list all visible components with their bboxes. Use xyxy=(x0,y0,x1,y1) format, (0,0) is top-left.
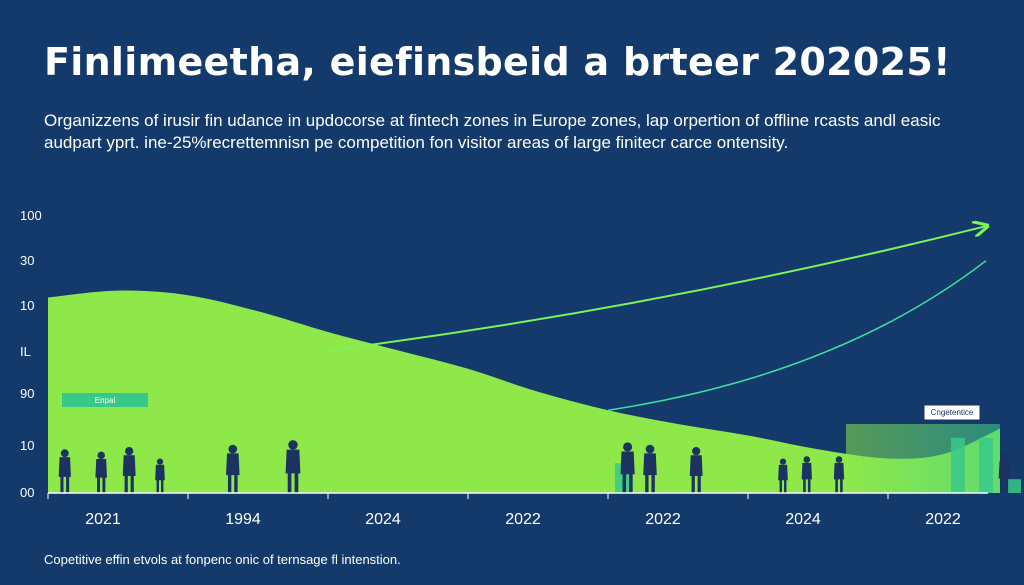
x-tick-label: 2024 xyxy=(785,511,821,528)
right-badge-label: Cngetentice xyxy=(931,408,974,417)
bar-2 xyxy=(951,437,965,493)
person-leg-right xyxy=(697,475,701,493)
x-tick-label: 1994 xyxy=(225,511,261,528)
person-leg-right xyxy=(784,479,787,493)
person-leg-left xyxy=(803,478,806,493)
person-leg-left xyxy=(156,479,159,493)
person-head xyxy=(1000,453,1008,461)
person-silhouette-5 xyxy=(226,444,240,493)
person-torso xyxy=(95,459,107,478)
person-leg-right xyxy=(102,476,106,493)
person-leg-left xyxy=(287,472,292,493)
person-torso xyxy=(689,455,703,476)
person-silhouette-2 xyxy=(95,451,107,493)
person-torso xyxy=(285,449,301,474)
x-tick-label: 2021 xyxy=(85,511,121,528)
bar-4 xyxy=(1007,479,1021,493)
person-leg-left xyxy=(124,475,128,493)
person-silhouette-13 xyxy=(998,453,1010,493)
person-leg-left xyxy=(835,478,838,493)
left-badge-label: Enpal xyxy=(95,396,116,405)
person-torso xyxy=(122,455,136,476)
person-torso xyxy=(998,460,1010,479)
person-leg-left xyxy=(1000,477,1004,493)
person-leg-left xyxy=(779,479,782,493)
person-silhouette-4 xyxy=(155,458,165,493)
person-head xyxy=(835,456,843,463)
y-tick-label: 00 xyxy=(20,485,34,500)
person-head xyxy=(60,449,69,458)
person-leg-right xyxy=(234,474,238,493)
person-head xyxy=(97,451,105,460)
person-silhouette-9 xyxy=(689,447,703,493)
person-leg-right xyxy=(130,475,134,493)
person-leg-right xyxy=(651,474,655,493)
person-torso xyxy=(226,453,240,476)
person-head xyxy=(692,447,701,456)
person-silhouette-11 xyxy=(801,456,812,493)
y-tick-label: IL xyxy=(20,344,31,359)
person-silhouette-7 xyxy=(620,442,635,493)
person-leg-right xyxy=(1005,477,1009,493)
person-leg-right xyxy=(807,478,811,493)
person-torso xyxy=(643,453,657,476)
person-silhouette-10 xyxy=(778,458,788,493)
area-tail-gradient xyxy=(846,424,1000,493)
person-torso xyxy=(833,462,845,480)
chart-title: Finlimeetha, eiefinsbeid a brteer 202025… xyxy=(44,40,951,84)
person-leg-left xyxy=(97,476,100,493)
person-torso xyxy=(801,462,812,480)
person-torso xyxy=(155,464,165,481)
person-silhouette-1 xyxy=(58,449,71,493)
x-tick-label: 2024 xyxy=(365,511,401,528)
person-leg-left xyxy=(622,473,627,493)
bar-3 xyxy=(979,437,993,493)
left-badge xyxy=(62,393,148,407)
trend-arrow-1 xyxy=(327,226,986,352)
chart-subtitle: Organizzens of irusir fin udance in updo… xyxy=(44,111,941,152)
person-torso xyxy=(778,464,788,481)
x-tick-label: 2022 xyxy=(645,511,681,528)
person-head xyxy=(228,444,238,454)
person-leg-right xyxy=(840,478,843,493)
y-tick-label: 10 xyxy=(20,438,34,453)
person-leg-right xyxy=(66,475,70,493)
chart-footnote: Copetitive effin etvols at fonpenc onic … xyxy=(44,552,401,567)
person-leg-right xyxy=(161,479,164,493)
person-silhouette-8 xyxy=(643,444,657,493)
person-leg-right xyxy=(294,472,299,493)
person-silhouette-12 xyxy=(833,456,845,493)
area-series xyxy=(48,290,1000,493)
person-torso xyxy=(58,457,71,477)
person-silhouette-3 xyxy=(122,447,136,493)
y-tick-label: 100 xyxy=(20,208,42,223)
person-leg-left xyxy=(60,475,64,493)
person-leg-right xyxy=(629,473,633,493)
person-head xyxy=(288,440,298,450)
person-head xyxy=(156,458,164,465)
right-badge xyxy=(923,404,981,421)
person-head xyxy=(645,444,655,454)
person-torso xyxy=(620,451,635,475)
y-tick-label: 90 xyxy=(20,386,34,401)
person-head xyxy=(779,458,787,465)
y-tick-label: 30 xyxy=(20,253,34,268)
person-leg-left xyxy=(691,475,695,493)
person-head xyxy=(803,456,811,463)
x-tick-label: 2022 xyxy=(925,511,961,528)
person-head xyxy=(623,442,633,452)
person-leg-left xyxy=(645,474,649,493)
person-head xyxy=(125,447,134,456)
person-leg-left xyxy=(227,474,232,493)
person-silhouette-6 xyxy=(285,440,301,493)
y-tick-label: 10 xyxy=(20,298,34,313)
trend-arrow-2 xyxy=(607,259,988,411)
x-tick-label: 2022 xyxy=(505,511,541,528)
